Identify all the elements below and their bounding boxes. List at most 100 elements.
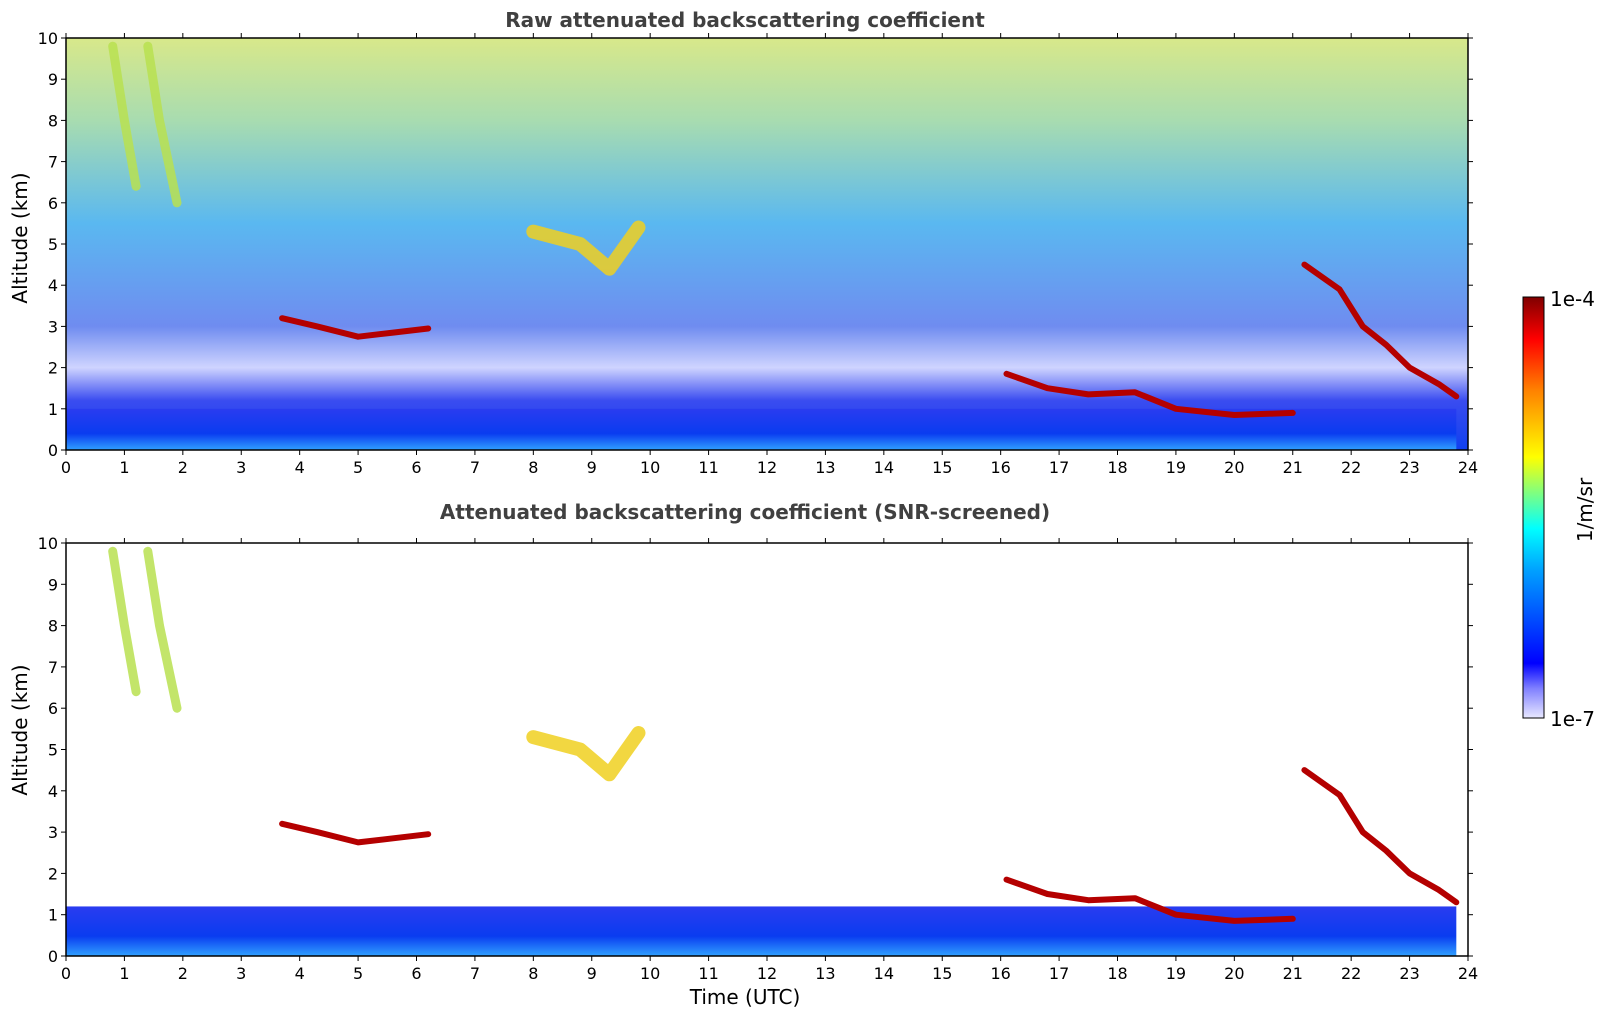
x-tick-label: 2 (178, 458, 188, 477)
x-tick-label: 23 (1399, 964, 1419, 983)
x-tick-label: 21 (1283, 458, 1303, 477)
x-tick-label: 14 (874, 458, 894, 477)
plot-background (66, 543, 1468, 956)
y-tick-label: 9 (48, 575, 58, 594)
x-tick-label: 11 (698, 964, 718, 983)
y-tick-label: 3 (48, 823, 58, 842)
x-axis-label: Time (UTC) (689, 985, 801, 1009)
x-tick-label: 21 (1283, 964, 1303, 983)
y-tick-label: 1 (48, 400, 58, 419)
y-tick-label: 1 (48, 906, 58, 925)
y-tick-label: 0 (48, 947, 58, 966)
y-tick-label: 9 (48, 70, 58, 89)
y-tick-label: 10 (38, 29, 58, 48)
x-tick-label: 11 (698, 458, 718, 477)
panel-raw: Raw attenuated backscattering coefficien… (8, 8, 1478, 477)
boundary-layer (66, 906, 1457, 956)
cirrus-streak (143, 546, 182, 713)
y-tick-label: 2 (48, 864, 58, 883)
x-tick-label: 15 (932, 458, 952, 477)
x-tick-label: 3 (236, 458, 246, 477)
cloud-layer (1301, 767, 1460, 906)
x-tick-label: 8 (528, 964, 538, 983)
x-tick-label: 8 (528, 458, 538, 477)
cloud-layer (279, 315, 432, 340)
y-tick-label: 0 (48, 441, 58, 460)
x-tick-label: 19 (1166, 458, 1186, 477)
x-tick-label: 2 (178, 964, 188, 983)
y-tick-label: 6 (48, 194, 58, 213)
cirrus-streak (143, 41, 182, 208)
y-tick-label: 4 (48, 782, 58, 801)
x-tick-label: 15 (932, 964, 952, 983)
x-tick-label: 19 (1166, 964, 1186, 983)
x-tick-label: 16 (990, 458, 1010, 477)
x-tick-label: 17 (1049, 964, 1069, 983)
x-tick-label: 16 (990, 964, 1010, 983)
x-tick-label: 24 (1458, 458, 1478, 477)
x-tick-label: 24 (1458, 964, 1478, 983)
x-tick-label: 23 (1399, 458, 1419, 477)
x-tick-label: 4 (295, 458, 305, 477)
x-tick-label: 18 (1107, 964, 1127, 983)
x-tick-label: 10 (640, 964, 660, 983)
y-tick-label: 4 (48, 276, 58, 295)
panel-title: Attenuated backscattering coefficient (S… (440, 500, 1050, 524)
colorbar: 1e-4 1e-7 1/m/sr (1522, 287, 1597, 731)
y-tick-label: 6 (48, 699, 58, 718)
cloud-layer (1003, 876, 1296, 924)
panel-title: Raw attenuated backscattering coefficien… (505, 8, 985, 32)
cloud-layer (1003, 370, 1296, 418)
x-tick-label: 5 (353, 964, 363, 983)
cloud-layer (279, 820, 432, 846)
x-tick-label: 22 (1341, 964, 1361, 983)
y-tick-label: 3 (48, 317, 58, 336)
panel-screened: Attenuated backscattering coefficient (S… (8, 500, 1478, 1009)
cirrus-streak (108, 41, 141, 191)
x-tick-label: 12 (757, 964, 777, 983)
colorbar-max-label: 1e-4 (1550, 287, 1595, 311)
y-axis-label: Altitude (km) (8, 172, 32, 303)
x-tick-label: 20 (1224, 964, 1244, 983)
x-tick-label: 20 (1224, 458, 1244, 477)
x-tick-label: 1 (119, 964, 129, 983)
x-tick-label: 13 (815, 458, 835, 477)
x-tick-label: 18 (1107, 458, 1127, 477)
x-tick-label: 12 (757, 458, 777, 477)
x-tick-label: 7 (470, 964, 480, 983)
x-tick-label: 6 (411, 964, 421, 983)
y-tick-label: 10 (38, 534, 58, 553)
y-tick-label: 5 (48, 741, 58, 760)
y-tick-label: 7 (48, 658, 58, 677)
x-tick-label: 7 (470, 458, 480, 477)
plot-area: 0 1 2 3 4 5 6 7 8 9 10 11 12 13 14 15 16 17 18 19 20 21 22 23 24… (38, 29, 1479, 477)
colorbar-unit-label: 1/m/sr (1573, 477, 1597, 542)
aerosol-plume (526, 220, 646, 276)
x-tick-label: 10 (640, 458, 660, 477)
aerosol-plume (526, 726, 646, 782)
plot-background (66, 38, 1468, 450)
x-tick-label: 17 (1049, 458, 1069, 477)
colorbar-gradient (1522, 296, 1545, 719)
y-axis-label: Altitude (km) (8, 664, 32, 795)
y-tick-label: 8 (48, 617, 58, 636)
y-tick-label: 5 (48, 235, 58, 254)
x-tick-label: 22 (1341, 458, 1361, 477)
cirrus-streak (108, 546, 141, 697)
colorbar-min-label: 1e-7 (1550, 707, 1595, 731)
x-tick-label: 9 (587, 458, 597, 477)
y-tick-label: 7 (48, 153, 58, 172)
x-tick-label: 5 (353, 458, 363, 477)
x-tick-label: 3 (236, 964, 246, 983)
x-tick-label: 0 (61, 458, 71, 477)
x-tick-label: 0 (61, 964, 71, 983)
x-tick-label: 9 (587, 964, 597, 983)
x-tick-label: 4 (295, 964, 305, 983)
y-tick-label: 2 (48, 359, 58, 378)
x-tick-label: 14 (874, 964, 894, 983)
x-tick-label: 1 (119, 458, 129, 477)
y-tick-label: 8 (48, 111, 58, 130)
x-tick-label: 6 (411, 458, 421, 477)
cloud-layer (1301, 261, 1460, 400)
